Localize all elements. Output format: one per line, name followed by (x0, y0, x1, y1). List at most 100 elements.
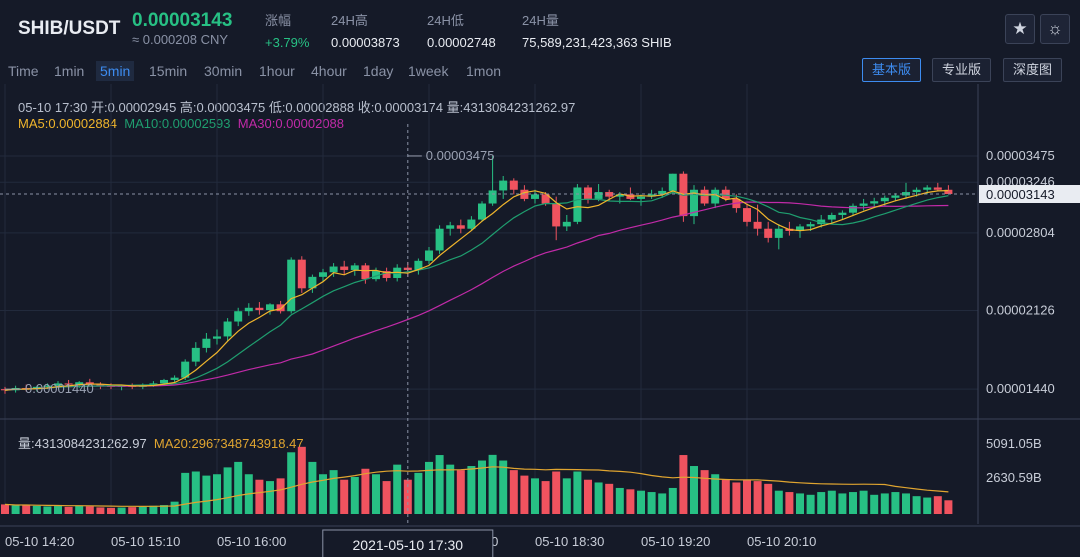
volume-bar (372, 474, 380, 514)
timeframe-1week[interactable]: 1week (408, 63, 449, 79)
volume-bar (817, 492, 826, 514)
volume-bar (880, 493, 889, 514)
timeframe-30min[interactable]: 30min (204, 63, 243, 79)
candle-up (870, 201, 879, 204)
timeframe-5min[interactable]: 5min (96, 61, 135, 81)
volume-bar (128, 507, 137, 514)
candle-up (849, 205, 857, 213)
volume-bar (181, 472, 190, 514)
candle-up (573, 187, 582, 222)
timeframe-time[interactable]: Time (8, 63, 39, 79)
volume-bar (637, 490, 645, 514)
candle-up (827, 214, 836, 220)
volume-bar (774, 490, 783, 514)
candle-down (340, 266, 349, 270)
candle-up (637, 196, 645, 199)
candle-up (796, 226, 804, 232)
volume-bar (425, 461, 433, 514)
candle-up (202, 338, 211, 348)
candle-down (456, 225, 465, 229)
candle-up (414, 260, 423, 270)
volume-bar (308, 461, 317, 514)
volume-bar (456, 470, 465, 514)
mode-depth-button[interactable]: 深度图 (1003, 58, 1063, 82)
volume-bar (870, 494, 879, 514)
time-tick-label: 05-10 19:20 (641, 534, 710, 549)
sun-icon[interactable]: ☼ (1040, 14, 1070, 44)
volume-bar (96, 507, 105, 514)
volume-bar (234, 461, 243, 514)
candlestick-chart[interactable]: 0.000034750.000032460.000028040.00002126… (0, 84, 1080, 557)
volume-bar (668, 487, 677, 514)
volume-tick-label: 2630.59B (986, 470, 1042, 485)
candle-down (361, 265, 370, 280)
stat-24h-low: 24H低 0.00002748 (427, 10, 496, 50)
timeframe-1mon[interactable]: 1mon (466, 63, 502, 79)
stat-value: 0.00002748 (427, 35, 496, 50)
volume-bar (488, 454, 497, 514)
volume-bar (764, 483, 773, 514)
volume-bar (85, 506, 94, 514)
volume-bar (721, 479, 730, 514)
volume-bar (796, 493, 804, 514)
volume-bar (541, 481, 550, 514)
volume-bar (902, 493, 910, 514)
candle-down (509, 180, 518, 190)
mode-basic-button[interactable]: 基本版 (862, 58, 922, 82)
volume-bar (615, 487, 624, 514)
candle-down (85, 382, 94, 385)
candle-up (774, 228, 783, 238)
volume-bar (160, 505, 168, 514)
volume-bar (827, 490, 836, 514)
candle-up (54, 383, 62, 386)
candle-down (541, 194, 550, 204)
candle-down (933, 187, 942, 190)
volume-bar (647, 492, 656, 514)
volume-bar (743, 479, 751, 514)
time-tick-label: 05-10 14:20 (5, 534, 74, 549)
candle-up (425, 250, 433, 261)
candle-down (743, 208, 751, 222)
candle-up (923, 187, 932, 190)
timeframe-1hour[interactable]: 1hour (259, 63, 295, 79)
candle-up (446, 225, 455, 229)
volume-bar (329, 470, 338, 514)
candle-down (64, 383, 73, 385)
timeframe-4hour[interactable]: 4hour (311, 63, 347, 79)
candle-up (478, 203, 486, 220)
current-price-tag (979, 185, 1080, 203)
volume-bar (849, 492, 857, 514)
ma-readout: MA5:0.00002884 MA10:0.00002593 MA30:0.00… (18, 116, 344, 131)
volume-bar (562, 478, 571, 514)
candle-down (605, 192, 614, 197)
volume-bar (700, 470, 709, 514)
ma10-readout: MA10:0.00002593 (124, 116, 231, 131)
volume-bar (584, 479, 592, 514)
candle-up (350, 265, 359, 270)
volume-bar (393, 464, 402, 514)
candle-down (297, 259, 306, 289)
volume-bar (435, 455, 444, 514)
pair-name[interactable]: SHIB/USDT (18, 18, 121, 39)
stat-24h-high: 24H高 0.00003873 (331, 10, 400, 50)
volume-bar (276, 478, 285, 514)
timeframe-15min[interactable]: 15min (149, 63, 188, 79)
timeframe-1min[interactable]: 1min (54, 63, 85, 79)
volume-ma20-line (4, 466, 949, 508)
candle-up (806, 224, 815, 227)
volume-bar (138, 506, 147, 514)
price-tick-label: 0.00002804 (986, 225, 1055, 240)
volume-bar (605, 483, 614, 514)
candle-up (562, 221, 571, 227)
time-tick-label: 05-10 16:00 (217, 534, 286, 549)
candle-up (690, 189, 698, 217)
timeframe-1day[interactable]: 1day (363, 63, 394, 79)
star-icon[interactable]: ★ (1005, 14, 1035, 44)
candle-down (764, 228, 773, 238)
mode-pro-button[interactable]: 专业版 (932, 58, 992, 82)
crosshair-time-label: 2021-05-10 17:30 (353, 537, 464, 553)
volume-bar (191, 471, 200, 514)
volume-bar (923, 497, 932, 514)
volume-bar (933, 496, 942, 514)
volume-bar (117, 507, 126, 514)
